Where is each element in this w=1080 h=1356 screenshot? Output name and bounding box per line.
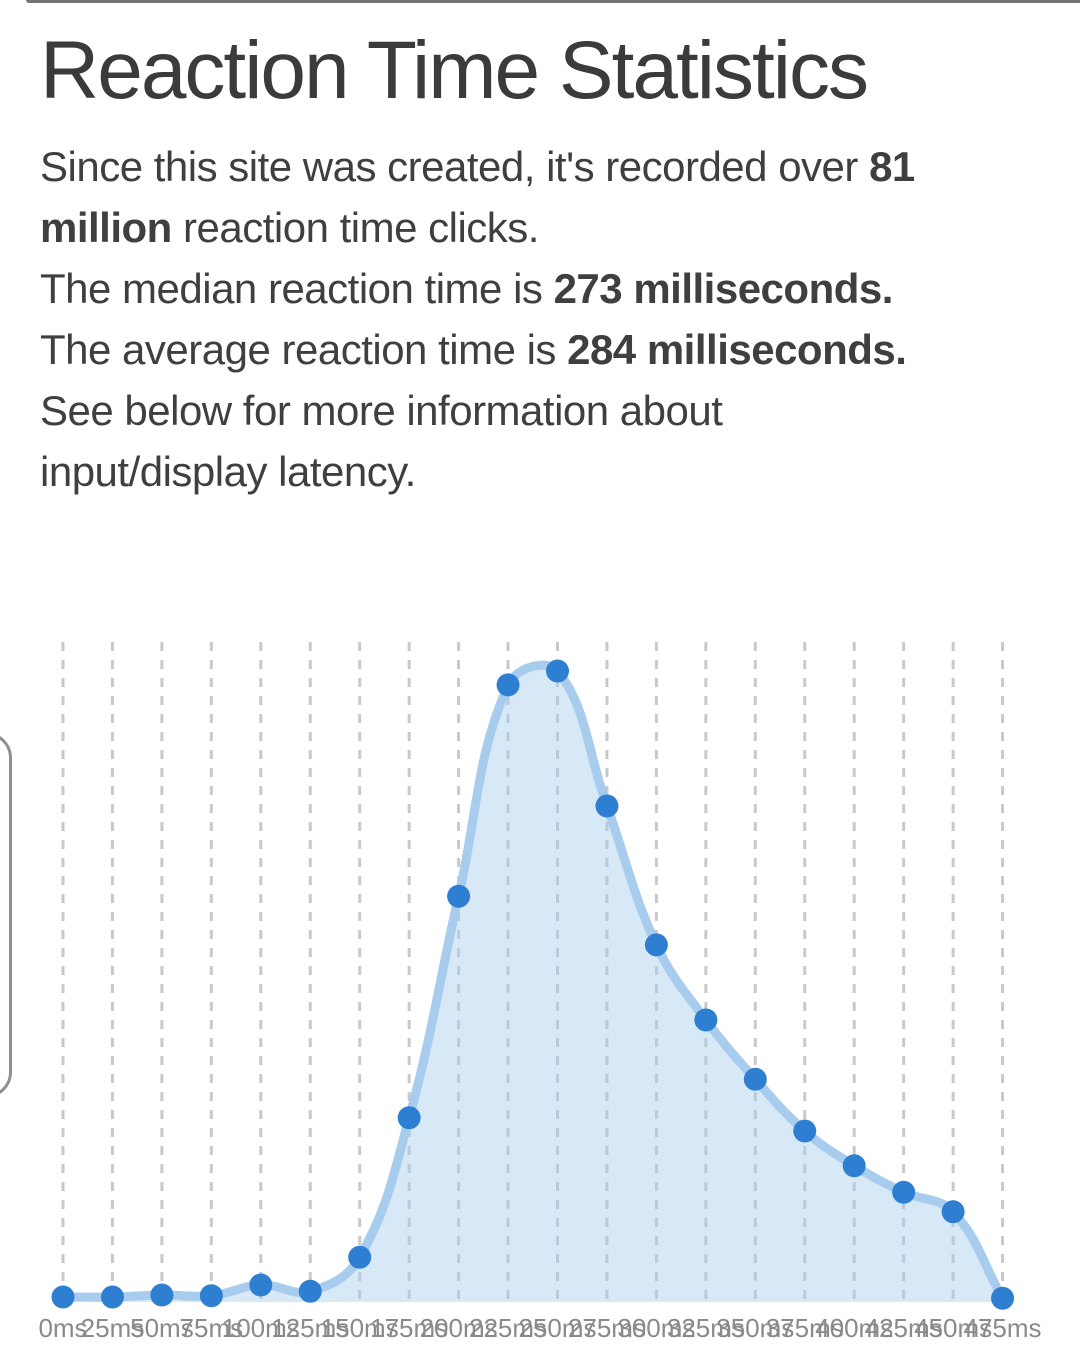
x-axis-label: 25ms (81, 1313, 145, 1343)
x-axis-label: 425ms (865, 1313, 943, 1343)
x-axis-label: 475ms (964, 1313, 1042, 1343)
x-axis-label: 375ms (766, 1313, 844, 1343)
page-title: Reaction Time Statistics (40, 25, 869, 116)
data-point-75ms[interactable] (199, 1284, 223, 1308)
x-axis-label: 0ms (38, 1313, 87, 1343)
data-point-450ms[interactable] (941, 1200, 965, 1224)
data-point-225ms[interactable] (496, 673, 520, 697)
intro-text: Since this site was created, it's record… (40, 136, 1040, 502)
data-point-475ms[interactable] (991, 1286, 1015, 1310)
data-point-250ms[interactable] (546, 659, 569, 683)
main-content: Reaction Time Statistics Since this site… (40, 0, 1040, 502)
data-point-200ms[interactable] (447, 884, 471, 908)
data-point-100ms[interactable] (249, 1273, 273, 1297)
x-axis-label: 350ms (716, 1313, 794, 1343)
x-axis-label: 125ms (271, 1313, 349, 1343)
data-point-25ms[interactable] (100, 1285, 124, 1309)
x-axis-label: 225ms (469, 1313, 547, 1343)
top-edge-divider (26, 0, 1080, 3)
area-fill (63, 665, 1003, 1302)
x-axis-label: 50ms (130, 1313, 194, 1343)
x-axis-label: 100ms (222, 1313, 300, 1343)
intro-line: input/display latency. (40, 448, 416, 495)
intro-line: Since this site was created, it's record… (40, 143, 915, 190)
x-axis-label: 275ms (568, 1313, 646, 1343)
x-axis-label: 175ms (370, 1313, 448, 1343)
intro-line: See below for more information about (40, 387, 723, 434)
x-axis-label: 250ms (518, 1313, 596, 1343)
data-point-425ms[interactable] (892, 1180, 916, 1204)
data-point-375ms[interactable] (793, 1119, 817, 1143)
intro-line: The average reaction time is 284 millise… (40, 326, 907, 373)
data-point-275ms[interactable] (595, 794, 619, 818)
data-point-50ms[interactable] (150, 1283, 174, 1307)
x-axis-label: 300ms (617, 1313, 695, 1343)
data-point-300ms[interactable] (644, 933, 668, 957)
data-point-150ms[interactable] (348, 1245, 372, 1269)
x-axis-label: 400ms (815, 1313, 893, 1343)
data-point-350ms[interactable] (743, 1067, 767, 1091)
x-axis-label: 75ms (180, 1313, 244, 1343)
data-point-325ms[interactable] (694, 1008, 718, 1032)
x-axis-label: 325ms (667, 1313, 745, 1343)
x-axis-label: 150ms (321, 1313, 399, 1343)
x-axis-label: 200ms (420, 1313, 498, 1343)
x-axis-label: 450ms (914, 1313, 992, 1343)
data-point-400ms[interactable] (842, 1154, 866, 1178)
reaction-time-distribution-chart: 0ms 25ms 50ms 75ms 100ms 125ms 150ms 175ms 200ms… (0, 636, 1080, 1356)
data-point-0ms[interactable] (51, 1285, 75, 1309)
data-point-125ms[interactable] (298, 1279, 322, 1303)
data-point-175ms[interactable] (397, 1106, 421, 1130)
intro-line: million reaction time clicks. (40, 204, 539, 251)
intro-line: The median reaction time is 273 millisec… (40, 265, 893, 312)
